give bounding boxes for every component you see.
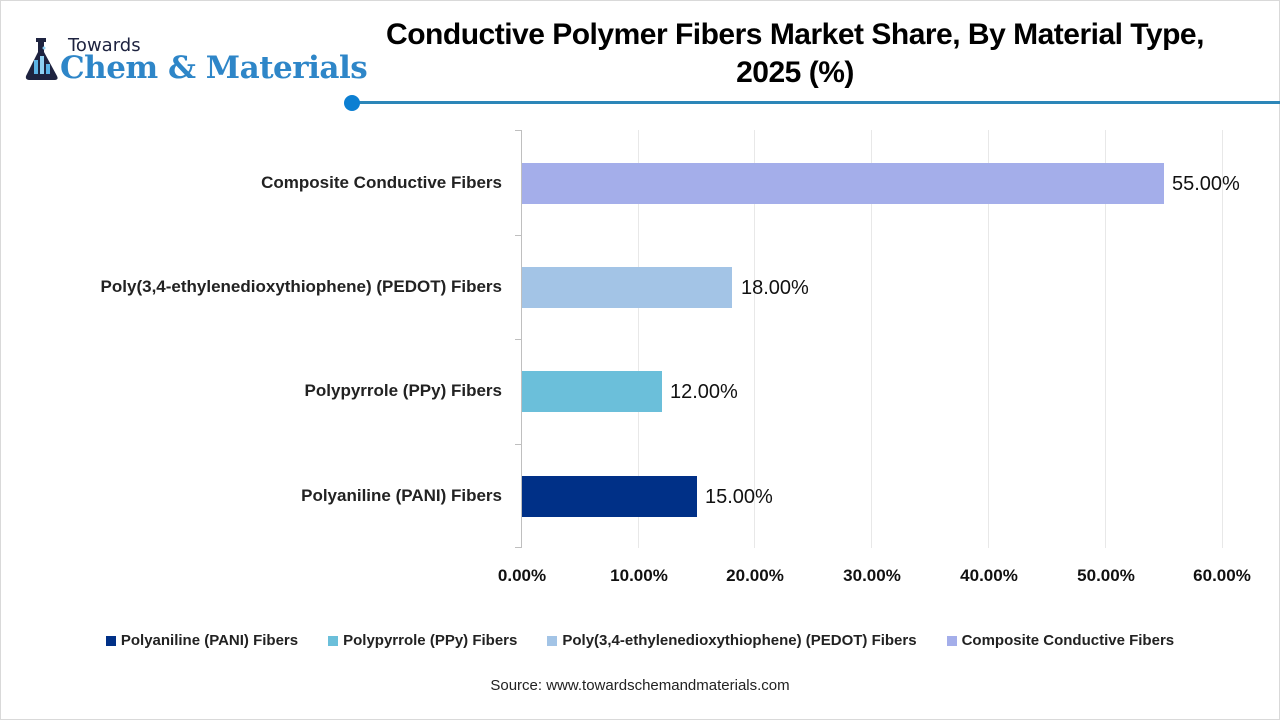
legend-label: Polyaniline (PANI) Fibers [120, 632, 299, 649]
chart-title: Conductive Polymer Fibers Market Share, … [386, 18, 1204, 89]
category-label: Composite Conductive Fibers [261, 173, 502, 192]
brand-logo: Towards Chem & Materials [22, 34, 368, 90]
legend-swatch [547, 635, 558, 646]
gridline [638, 130, 639, 548]
legend-swatch [946, 635, 957, 646]
title-underline [352, 101, 1280, 104]
y-tick [515, 444, 521, 445]
category-label: Poly(3,4-ethylenedioxythiophene) (PEDOT)… [100, 277, 502, 296]
y-tick [515, 130, 521, 131]
plot-area: 55.00% 18.00% 12.00% 15.00% [515, 130, 1240, 548]
legend-label: Composite Conductive Fibers [961, 632, 1175, 649]
legend-swatch [328, 635, 339, 646]
legend-item-pedot[interactable]: Poly(3,4-ethylenedioxythiophene) (PEDOT)… [547, 632, 917, 649]
legend-swatch [105, 635, 116, 646]
x-tick-label: 10.00% [610, 566, 668, 585]
category-label: Polypyrrole (PPy) Fibers [304, 381, 502, 400]
gridline [1105, 130, 1106, 548]
y-tick [515, 339, 521, 340]
bar-ppy [522, 371, 662, 412]
category-label: Polyaniline (PANI) Fibers [301, 486, 502, 505]
legend-item-pani[interactable]: Polyaniline (PANI) Fibers [105, 632, 299, 649]
x-tick-label: 30.00% [843, 566, 901, 585]
bar-value-label: 12.00% [670, 381, 738, 403]
x-tick-label: 60.00% [1193, 566, 1251, 585]
x-tick-label: 40.00% [960, 566, 1018, 585]
source-note: Source: www.towardschemandmaterials.com [490, 677, 790, 694]
bar-composite [522, 163, 1164, 204]
y-tick [515, 235, 521, 236]
brand-line2: Chem & Materials [60, 50, 368, 86]
x-tick-label: 50.00% [1077, 566, 1135, 585]
legend-item-composite[interactable]: Composite Conductive Fibers [946, 632, 1175, 649]
flask-icon [25, 38, 58, 80]
bar-value-label: 18.00% [741, 277, 809, 299]
legend-label: Polypyrrole (PPy) Fibers [343, 632, 518, 649]
brand-line1: Towards [68, 35, 141, 56]
legend-item-ppy[interactable]: Polypyrrole (PPy) Fibers [328, 632, 517, 649]
bar-pedot [522, 267, 732, 308]
gridline [871, 130, 872, 548]
y-axis [521, 130, 522, 548]
gridline [754, 130, 755, 548]
bar-value-label: 15.00% [705, 486, 773, 508]
x-tick-label: 20.00% [726, 566, 784, 585]
gridline [1222, 130, 1223, 548]
bar-value-label: 55.00% [1172, 173, 1240, 195]
gridline [988, 130, 989, 548]
legend-label: Poly(3,4-ethylenedioxythiophene) (PEDOT)… [562, 632, 917, 649]
chart-legend: Polyaniline (PANI) Fibers Polypyrrole (P… [0, 632, 1280, 649]
bar-pani [522, 476, 697, 517]
title-dot [344, 95, 360, 111]
y-tick [515, 547, 521, 548]
x-tick-label: 0.00% [497, 566, 547, 585]
